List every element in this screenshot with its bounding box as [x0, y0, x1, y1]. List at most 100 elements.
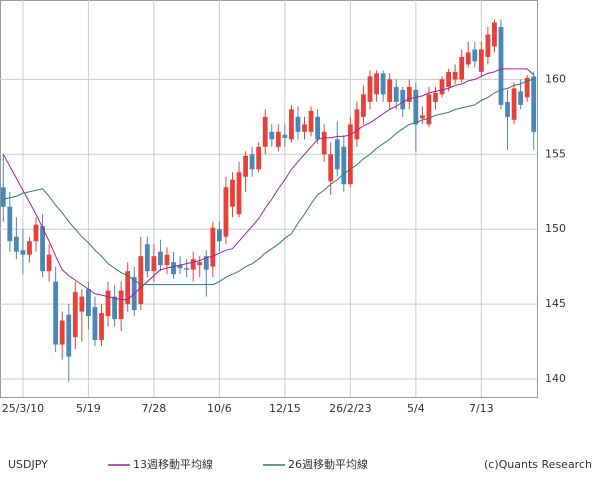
candle-body: [433, 92, 438, 102]
candle-body: [465, 52, 471, 65]
candle-body: [400, 89, 406, 110]
x-tick-label: 10/6: [207, 402, 232, 415]
candle-body: [334, 139, 340, 170]
candle-body: [197, 262, 203, 266]
candle-body: [151, 256, 157, 272]
candle-body: [230, 179, 235, 207]
candle-body: [275, 131, 281, 147]
candle-body: [59, 320, 65, 345]
candle-body: [380, 73, 386, 95]
candle-body: [216, 229, 222, 242]
candle-body: [27, 241, 32, 255]
candle-body: [308, 110, 314, 132]
candle-body: [446, 71, 451, 87]
candle-body: [452, 71, 458, 80]
x-tick-label: 5/4: [407, 402, 425, 415]
candle-body: [406, 86, 412, 102]
candle-body: [40, 226, 45, 272]
candle-body: [347, 124, 353, 185]
candle-body: [361, 94, 366, 117]
y-tick-label: 145: [545, 297, 566, 310]
candle-body: [289, 109, 294, 140]
candle-body: [92, 307, 98, 341]
candle-body: [144, 244, 150, 272]
candle-body: [413, 89, 419, 125]
candle-body: [511, 88, 517, 120]
candle-body: [367, 76, 373, 102]
candle-body: [20, 250, 26, 255]
candle-body: [7, 206, 13, 242]
candle-body: [256, 146, 262, 170]
candle-body: [269, 131, 275, 140]
candle-body: [46, 254, 52, 272]
candle-body: [33, 224, 39, 242]
moving-average-line: [2, 68, 535, 301]
candle-body: [125, 271, 131, 305]
x-tick-label: 7/13: [469, 402, 494, 415]
candle-body: [223, 187, 229, 237]
candle-body: [302, 124, 307, 132]
candle-body: [184, 268, 190, 270]
candle-body: [262, 116, 268, 147]
symbol-label: USDJPY: [8, 458, 48, 471]
candle-body: [282, 134, 288, 138]
candle-body: [138, 256, 144, 305]
y-tick-label: 150: [545, 222, 566, 235]
candle-body: [118, 290, 124, 320]
candle-body: [177, 265, 183, 269]
legend-label: 26週移動平均線: [288, 457, 368, 471]
candle-body: [459, 56, 465, 80]
candle-body: [72, 292, 78, 338]
candle-body: [0, 187, 6, 207]
x-tick-label: 25/3/10: [2, 402, 44, 415]
candle-body: [99, 313, 104, 341]
candle-body: [472, 49, 478, 62]
candle-body: [210, 227, 216, 267]
candle-body: [518, 91, 524, 105]
candle-body: [249, 154, 255, 170]
y-tick-label: 160: [545, 72, 566, 85]
plot-area: [0, 0, 538, 398]
candle-body: [105, 290, 111, 317]
candle-body: [171, 262, 176, 275]
candle-body: [13, 236, 19, 252]
candle-body: [79, 296, 85, 312]
candle-body: [478, 49, 484, 72]
candle-body: [158, 251, 163, 266]
candle-body: [531, 76, 537, 132]
x-tick-label: 5/19: [76, 402, 101, 415]
candle-body: [505, 101, 510, 117]
candle-body: [295, 116, 301, 132]
candle-body: [86, 289, 91, 317]
candle-body: [498, 26, 504, 105]
candle-body: [485, 34, 491, 57]
candle-body: [243, 155, 248, 177]
candle-body: [321, 131, 327, 155]
candle-body: [393, 86, 399, 102]
candle-body: [374, 73, 379, 95]
candle-body: [492, 22, 497, 47]
candle-body: [387, 79, 393, 102]
candle-body: [419, 115, 425, 119]
candle-body: [524, 77, 530, 98]
candle-body: [354, 109, 360, 140]
candle-body: [328, 154, 334, 182]
candle-body: [112, 296, 118, 320]
x-tick-label: 26/2/23: [329, 402, 371, 415]
candle-body: [439, 79, 445, 95]
candle-body: [426, 94, 432, 125]
copyright: (c)Quants Research: [484, 458, 592, 471]
x-tick-label: 7/28: [142, 402, 167, 415]
candle-body: [66, 314, 72, 357]
candle-body: [164, 254, 170, 266]
x-tick-label: 12/15: [269, 402, 301, 415]
candle-body: [203, 256, 209, 270]
candle-body: [190, 259, 196, 270]
y-tick-label: 140: [545, 372, 566, 385]
y-tick-label: 155: [545, 147, 566, 160]
candle-body: [315, 116, 321, 140]
candle-body: [53, 281, 59, 345]
moving-average-line: [3, 78, 534, 286]
